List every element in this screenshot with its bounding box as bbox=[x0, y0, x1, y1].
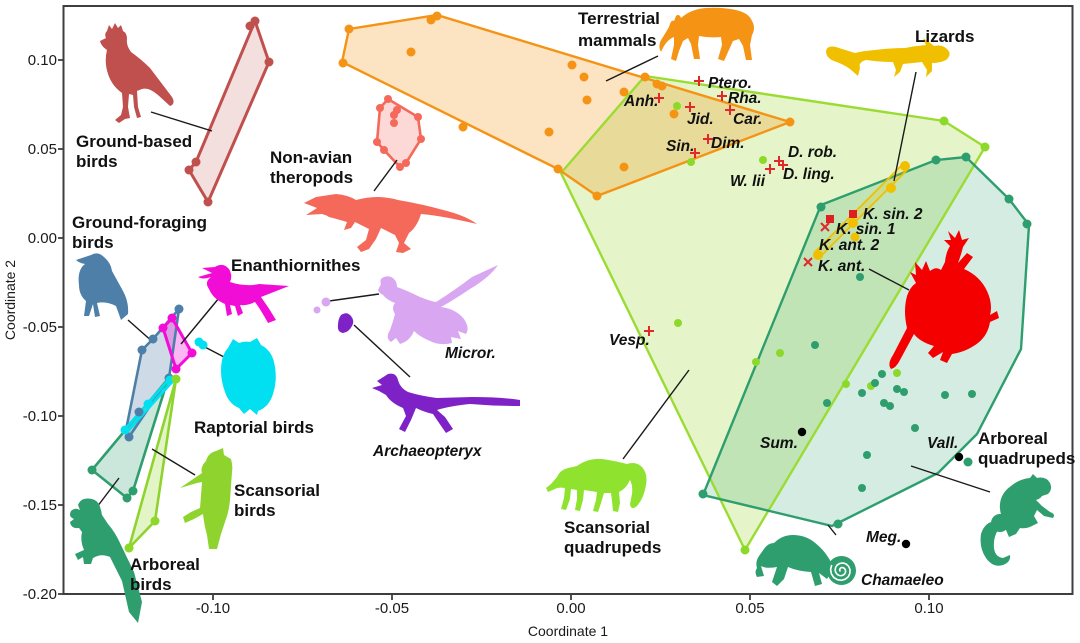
svg-text:Terrestrial: Terrestrial bbox=[578, 9, 660, 28]
svg-text:0.05: 0.05 bbox=[735, 600, 764, 617]
svg-text:0.00: 0.00 bbox=[556, 600, 585, 617]
svg-text:birds: birds bbox=[72, 233, 114, 252]
svg-text:D. rob.: D. rob. bbox=[788, 144, 837, 161]
svg-text:Enanthiornithes: Enanthiornithes bbox=[231, 256, 360, 275]
svg-text:Micror.: Micror. bbox=[445, 345, 496, 362]
svg-text:W. lii: W. lii bbox=[730, 173, 766, 190]
svg-text:-0.10: -0.10 bbox=[23, 408, 57, 425]
svg-text:-0.10: -0.10 bbox=[196, 600, 230, 617]
svg-text:mammals: mammals bbox=[578, 31, 656, 50]
svg-text:Anh.: Anh. bbox=[623, 93, 658, 110]
svg-text:Archaeopteryx: Archaeopteryx bbox=[372, 443, 483, 460]
svg-text:Car.: Car. bbox=[733, 111, 762, 128]
svg-text:quadrupeds: quadrupeds bbox=[564, 538, 661, 557]
svg-text:Arboreal: Arboreal bbox=[978, 429, 1048, 448]
svg-text:Rha.: Rha. bbox=[728, 90, 762, 107]
svg-text:Lizards: Lizards bbox=[915, 27, 975, 46]
svg-text:Vesp.: Vesp. bbox=[609, 332, 650, 349]
svg-text:birds: birds bbox=[234, 501, 276, 520]
svg-text:birds: birds bbox=[130, 575, 172, 594]
svg-text:Ground-foraging: Ground-foraging bbox=[72, 213, 207, 232]
svg-text:theropods: theropods bbox=[270, 168, 353, 187]
svg-text:Scansorial: Scansorial bbox=[564, 518, 650, 537]
svg-text:-0.05: -0.05 bbox=[375, 600, 409, 617]
svg-text:Sum.: Sum. bbox=[760, 435, 798, 452]
svg-text:0.05: 0.05 bbox=[28, 141, 57, 158]
svg-text:0.00: 0.00 bbox=[28, 230, 57, 247]
svg-text:-0.15: -0.15 bbox=[23, 497, 57, 514]
svg-text:Ground-based: Ground-based bbox=[76, 132, 192, 151]
svg-text:Raptorial birds: Raptorial birds bbox=[194, 418, 314, 437]
svg-text:Jid.: Jid. bbox=[687, 111, 714, 128]
svg-text:Non-avian: Non-avian bbox=[270, 148, 352, 167]
svg-text:Sin.: Sin. bbox=[666, 138, 694, 155]
svg-text:Coordinate 1: Coordinate 1 bbox=[528, 623, 608, 639]
svg-text:quadrupeds: quadrupeds bbox=[978, 449, 1075, 468]
svg-text:Chamaeleo: Chamaeleo bbox=[861, 572, 944, 589]
svg-text:Vall.: Vall. bbox=[927, 435, 958, 452]
svg-text:0.10: 0.10 bbox=[28, 52, 57, 69]
svg-text:K. ant. 2: K. ant. 2 bbox=[819, 237, 880, 254]
svg-text:K. sin. 1: K. sin. 1 bbox=[836, 221, 895, 238]
svg-text:birds: birds bbox=[76, 152, 118, 171]
svg-text:Dim.: Dim. bbox=[711, 135, 745, 152]
svg-text:Scansorial: Scansorial bbox=[234, 481, 320, 500]
svg-text:D. ling.: D. ling. bbox=[783, 166, 835, 183]
svg-text:Ptero.: Ptero. bbox=[708, 75, 752, 92]
svg-text:0.10: 0.10 bbox=[914, 600, 943, 617]
svg-text:Meg.: Meg. bbox=[866, 529, 901, 546]
svg-text:Coordinate 2: Coordinate 2 bbox=[2, 260, 18, 340]
svg-text:K. sin. 2: K. sin. 2 bbox=[863, 206, 923, 223]
svg-text:-0.05: -0.05 bbox=[23, 319, 57, 336]
svg-text:Arboreal: Arboreal bbox=[130, 555, 200, 574]
svg-text:K. ant.: K. ant. bbox=[818, 258, 865, 275]
svg-text:-0.20: -0.20 bbox=[23, 586, 57, 603]
